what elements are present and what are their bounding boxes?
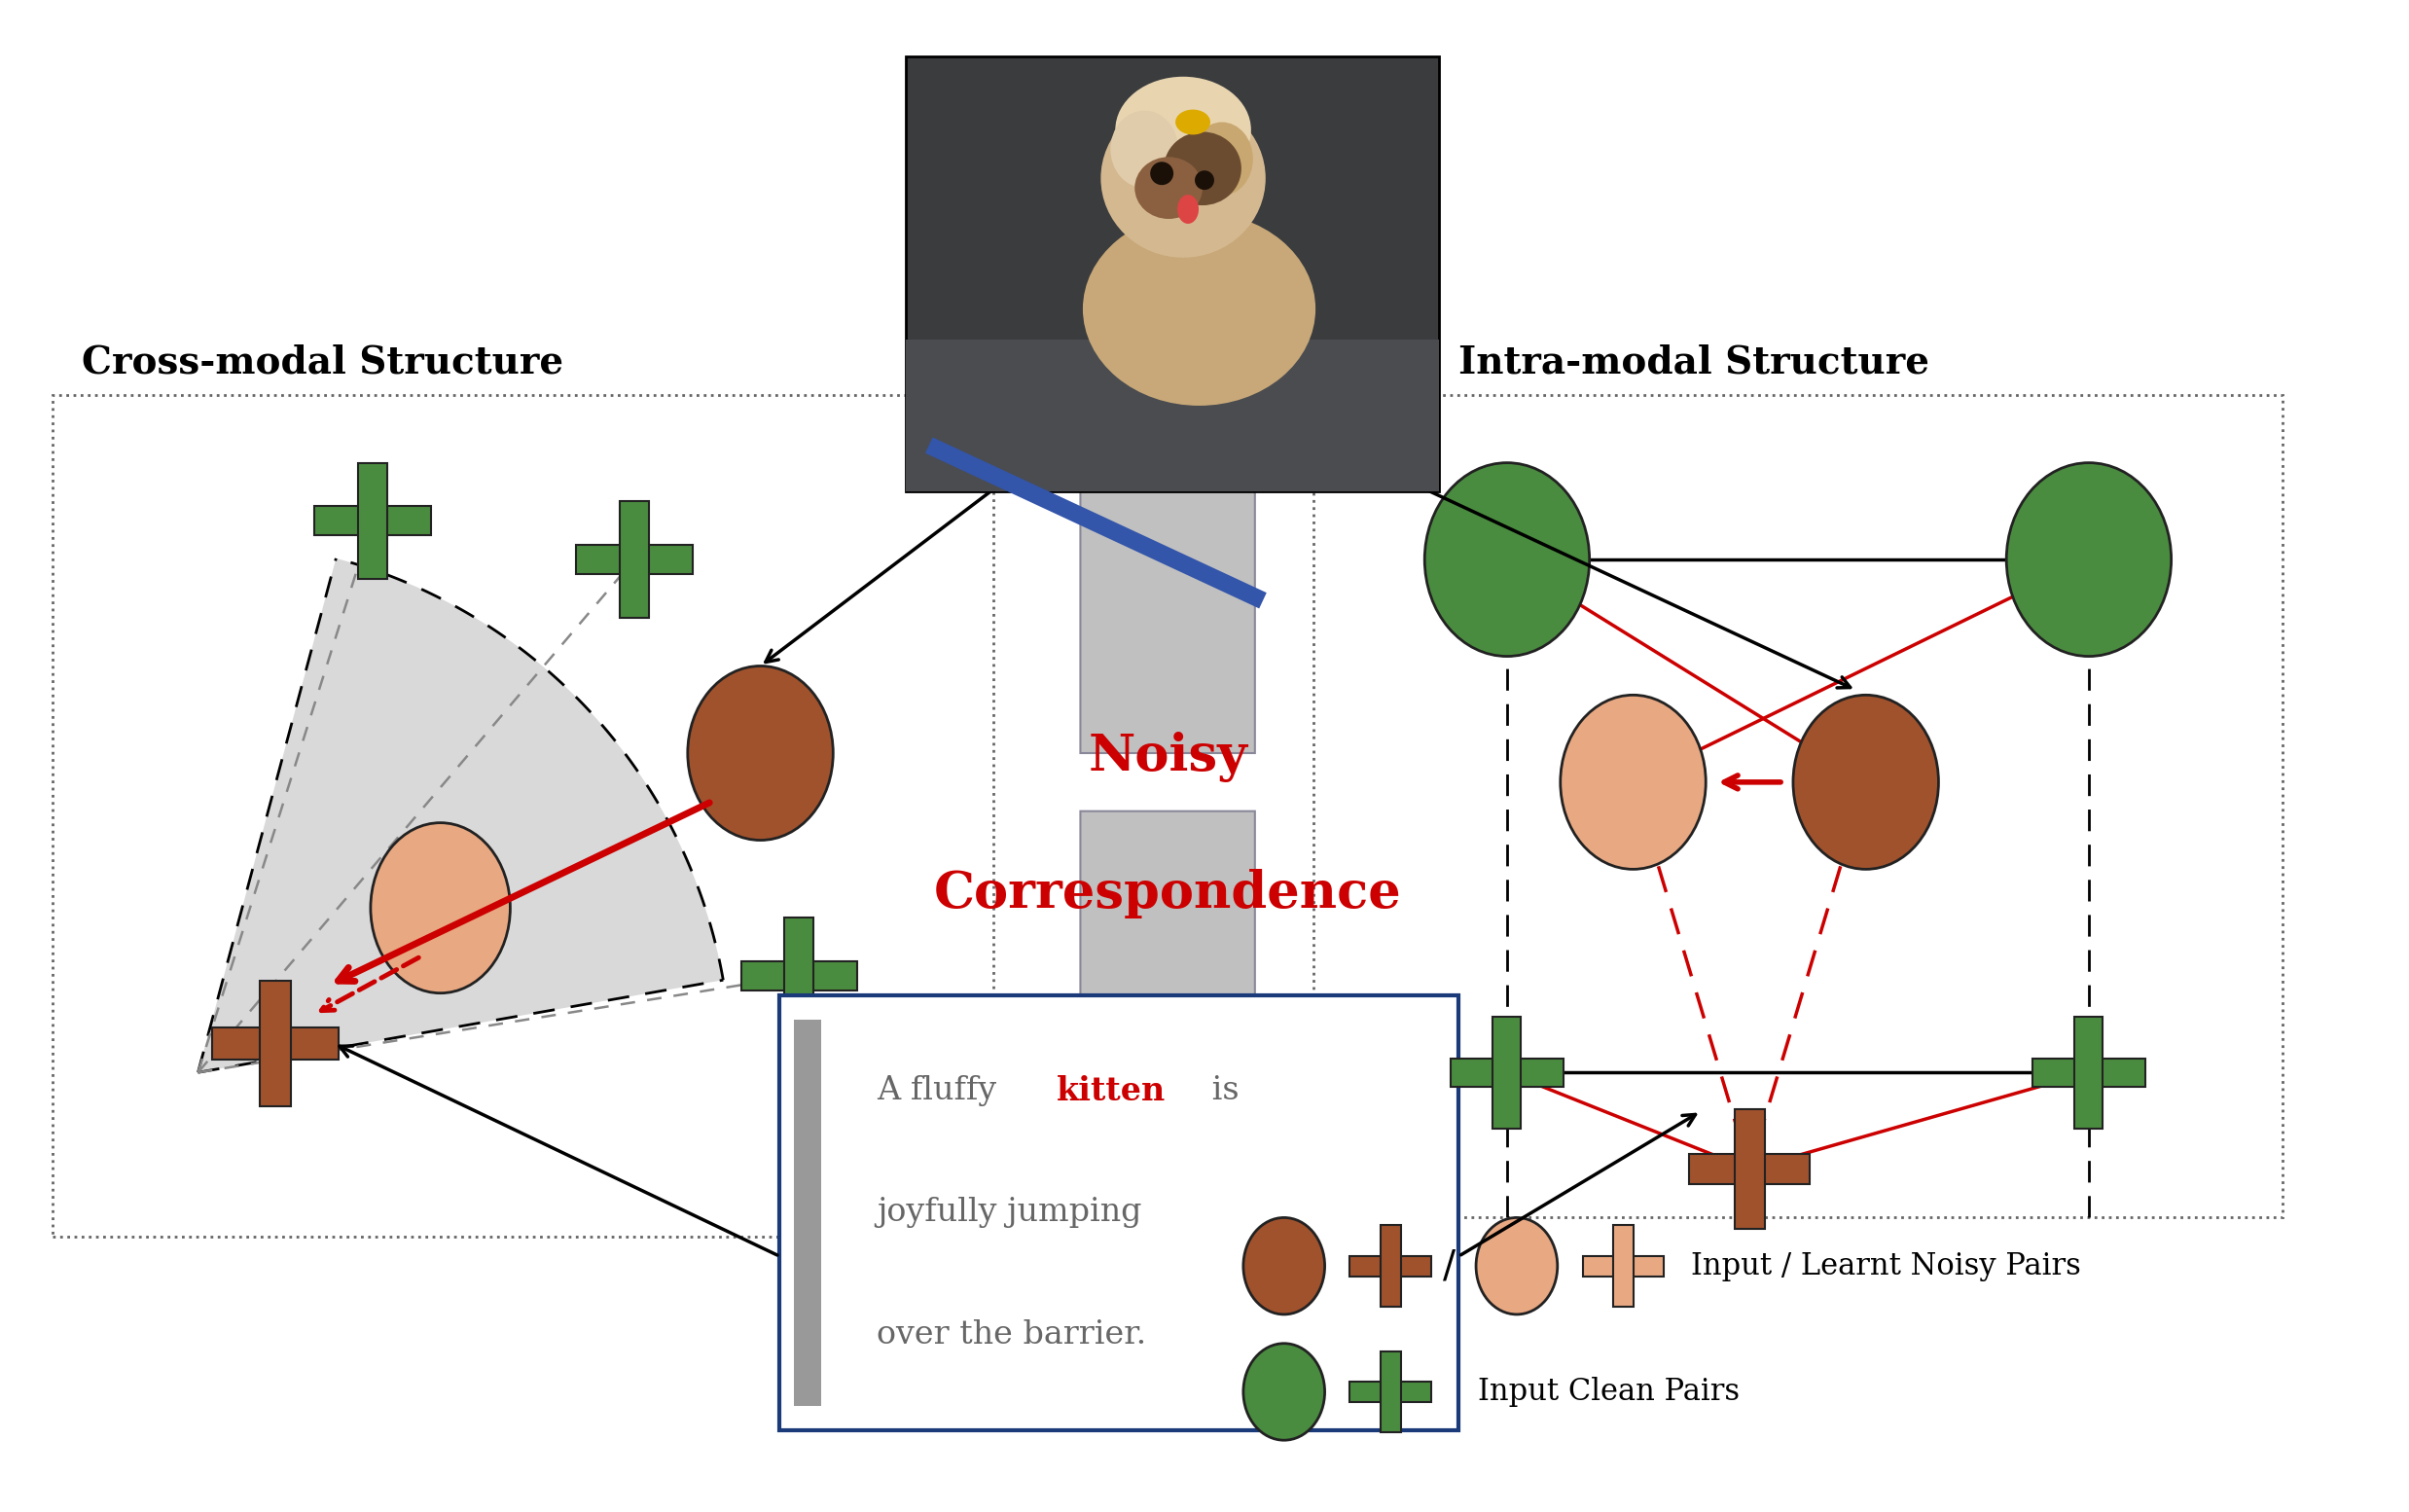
Wedge shape: [198, 558, 723, 1072]
Bar: [1583, 1256, 1665, 1276]
Text: Input / Learnt Noisy Pairs: Input / Learnt Noisy Pairs: [1691, 1250, 2081, 1281]
Text: /: /: [1443, 1247, 1455, 1285]
Ellipse shape: [1111, 110, 1178, 187]
Text: Input Clean Pairs: Input Clean Pairs: [1479, 1377, 1739, 1406]
Ellipse shape: [1149, 162, 1173, 184]
Ellipse shape: [2007, 463, 2171, 656]
Bar: [1349, 1382, 1431, 1402]
Text: A fluffy: A fluffy: [877, 1075, 1007, 1107]
Bar: [1734, 1110, 1763, 1229]
FancyArrow shape: [983, 810, 1351, 1199]
Ellipse shape: [1561, 696, 1706, 869]
Ellipse shape: [1082, 212, 1315, 405]
Bar: [1380, 1225, 1402, 1306]
Ellipse shape: [1195, 171, 1214, 191]
Bar: [795, 1019, 821, 1406]
Ellipse shape: [1164, 132, 1241, 206]
Bar: [576, 544, 691, 575]
Bar: [2074, 1016, 2103, 1128]
Bar: [619, 502, 648, 617]
FancyArrow shape: [983, 366, 1351, 753]
Bar: [212, 1028, 340, 1058]
Bar: [785, 918, 814, 1034]
Bar: [925, 437, 1267, 608]
Ellipse shape: [1101, 98, 1265, 257]
Bar: [313, 507, 431, 535]
Bar: [906, 56, 1438, 491]
Bar: [359, 463, 388, 579]
Bar: [742, 962, 858, 990]
Bar: [260, 980, 291, 1107]
Text: Noisy: Noisy: [1089, 732, 1248, 782]
Text: Intra-modal Structure: Intra-modal Structure: [1457, 343, 1930, 381]
Bar: [906, 339, 1438, 491]
Text: Cross-modal Structure: Cross-modal Structure: [82, 343, 564, 381]
FancyBboxPatch shape: [781, 995, 1457, 1430]
Bar: [1689, 1154, 1809, 1184]
Ellipse shape: [1115, 77, 1250, 183]
FancyBboxPatch shape: [53, 395, 993, 1237]
Text: Correspondence: Correspondence: [935, 869, 1402, 919]
Ellipse shape: [1190, 122, 1253, 195]
Text: is: is: [1202, 1075, 1238, 1107]
Ellipse shape: [1477, 1217, 1559, 1314]
Ellipse shape: [371, 823, 511, 993]
Ellipse shape: [1176, 109, 1209, 135]
Ellipse shape: [1135, 157, 1202, 219]
Bar: [1349, 1256, 1431, 1276]
Bar: [1614, 1225, 1633, 1306]
Bar: [2033, 1058, 2144, 1087]
Ellipse shape: [687, 665, 834, 841]
Bar: [1380, 1352, 1402, 1432]
Bar: [1494, 1016, 1520, 1128]
Text: over the barrier.: over the barrier.: [877, 1318, 1147, 1350]
Bar: [1450, 1058, 1563, 1087]
Text: kitten: kitten: [1055, 1075, 1166, 1107]
FancyBboxPatch shape: [1313, 395, 2284, 1217]
Ellipse shape: [1178, 195, 1200, 224]
Ellipse shape: [1243, 1217, 1325, 1314]
Text: joyfully jumping: joyfully jumping: [877, 1198, 1142, 1228]
Ellipse shape: [1424, 463, 1590, 656]
Ellipse shape: [1243, 1344, 1325, 1441]
Ellipse shape: [1792, 696, 1939, 869]
